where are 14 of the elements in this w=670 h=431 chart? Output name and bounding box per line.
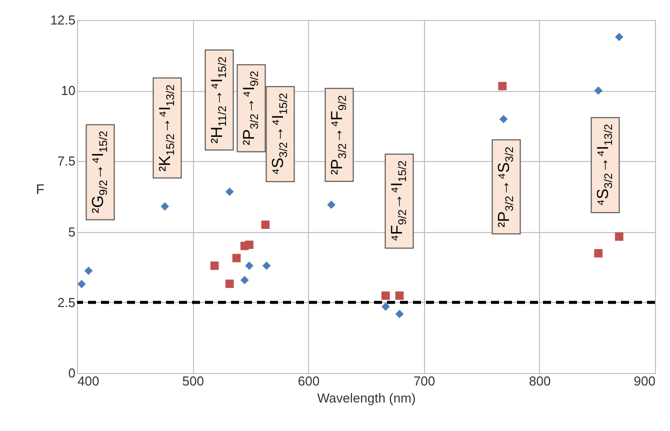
y-tick-label: 0 bbox=[68, 366, 76, 380]
y-tick-label: 12.5 bbox=[50, 12, 76, 28]
x-tick-label: 800 bbox=[529, 374, 551, 388]
x-tick-label: 400 bbox=[78, 374, 100, 388]
y-tick-label: 5 bbox=[68, 224, 76, 240]
x-tick-label: 600 bbox=[298, 374, 320, 388]
y-axis-title: F bbox=[36, 181, 44, 197]
y-tick-label: 10 bbox=[61, 83, 76, 98]
y-tick-label: 7.5 bbox=[57, 154, 76, 169]
x-tick-label: 700 bbox=[413, 374, 436, 388]
x-axis-title: Wavelength (nm) bbox=[317, 390, 416, 406]
y-tick-label: 2.5 bbox=[57, 294, 76, 310]
x-tick-label: 900 bbox=[634, 374, 656, 388]
x-tick-label: 500 bbox=[182, 374, 204, 388]
